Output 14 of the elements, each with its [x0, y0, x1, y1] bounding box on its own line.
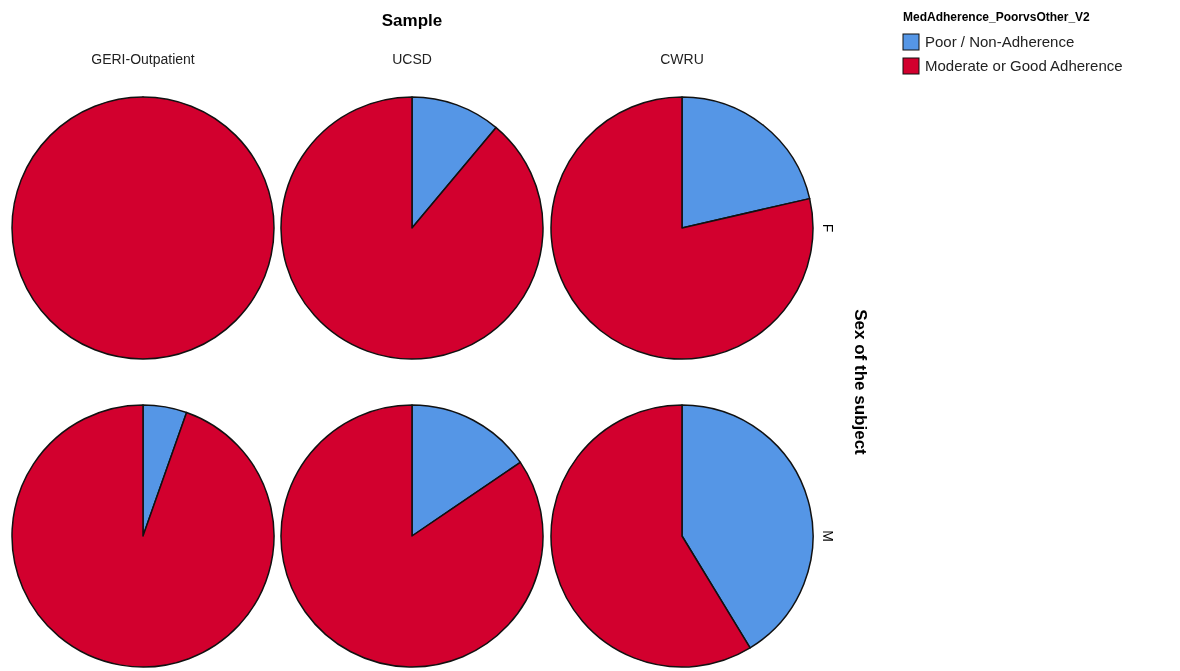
legend-title: MedAdherence_PoorvsOther_V2	[903, 10, 1091, 24]
pie-slice	[550, 96, 814, 360]
text: M	[820, 530, 836, 542]
chart-title: Sample	[381, 11, 443, 30]
pie-slice	[280, 404, 544, 668]
text: F	[820, 223, 836, 233]
chart-subtitle: UCSD	[392, 51, 432, 67]
pie-slice	[11, 404, 275, 668]
legend-label: Moderate or Good Adherence	[925, 57, 1123, 74]
legend-label: Poor / Non-Adherence	[925, 33, 1075, 50]
pie-slice	[280, 96, 544, 360]
text: CWRU	[660, 51, 704, 67]
chart-subtitle: GERI-Outpatient	[91, 51, 195, 67]
text: Sex of the subject	[851, 309, 870, 456]
